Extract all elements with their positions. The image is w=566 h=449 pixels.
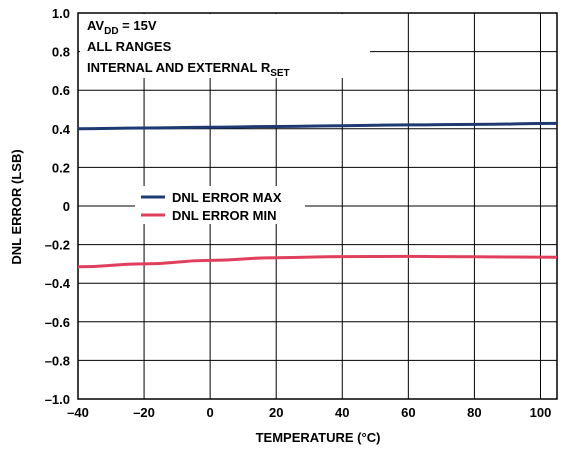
y-tick-label: 0.8: [52, 45, 70, 60]
x-tick-label: 40: [335, 405, 349, 420]
y-tick-label: 1.0: [52, 6, 70, 21]
series-line-dnl-min: [77, 254, 558, 269]
y-tick-label: 0.6: [52, 83, 70, 98]
annotation-supply: AVDD = 15V: [87, 18, 157, 37]
series-lines: [77, 121, 558, 269]
annotation-rset: INTERNAL AND EXTERNAL RSET: [87, 60, 290, 79]
y-tick-label: –0.8: [45, 353, 70, 368]
plot-frame: [77, 12, 558, 400]
legend-label-min: DNL ERROR MIN: [172, 208, 276, 223]
y-tick-label: –0.6: [45, 315, 70, 330]
y-axis-title: DNL ERROR (LSB): [9, 149, 24, 264]
annotation-ranges: ALL RANGES: [87, 39, 172, 54]
x-tick-label: 100: [530, 405, 552, 420]
x-tick-label: 60: [401, 405, 415, 420]
x-tick-label: –40: [67, 405, 89, 420]
x-tick-label: –20: [133, 405, 155, 420]
y-tick-label: 0.2: [52, 160, 70, 175]
legend-label-max: DNL ERROR MAX: [172, 190, 282, 205]
legend-box: [135, 186, 305, 224]
y-tick-label: –0.4: [45, 276, 71, 291]
x-tick-label: 0: [207, 405, 214, 420]
y-tick-label: –1.0: [45, 392, 70, 407]
y-tick-label: –0.2: [45, 238, 70, 253]
series-line-dnl-max: [77, 121, 558, 131]
x-tick-label: 20: [269, 405, 283, 420]
y-tick-label: 0.4: [52, 122, 71, 137]
x-tick-labels: –40 –20 0 20 40 60 80 100: [67, 405, 551, 420]
annotation-box: [80, 14, 370, 78]
x-axis-title: TEMPERATURE (°C): [256, 430, 381, 445]
y-tick-label: 0: [63, 199, 70, 214]
y-tick-labels: 1.0 0.8 0.6 0.4 0.2 0 –0.2 –0.4 –0.6 –0.8 –1.0: [45, 6, 71, 407]
x-tick-label: 80: [467, 405, 481, 420]
